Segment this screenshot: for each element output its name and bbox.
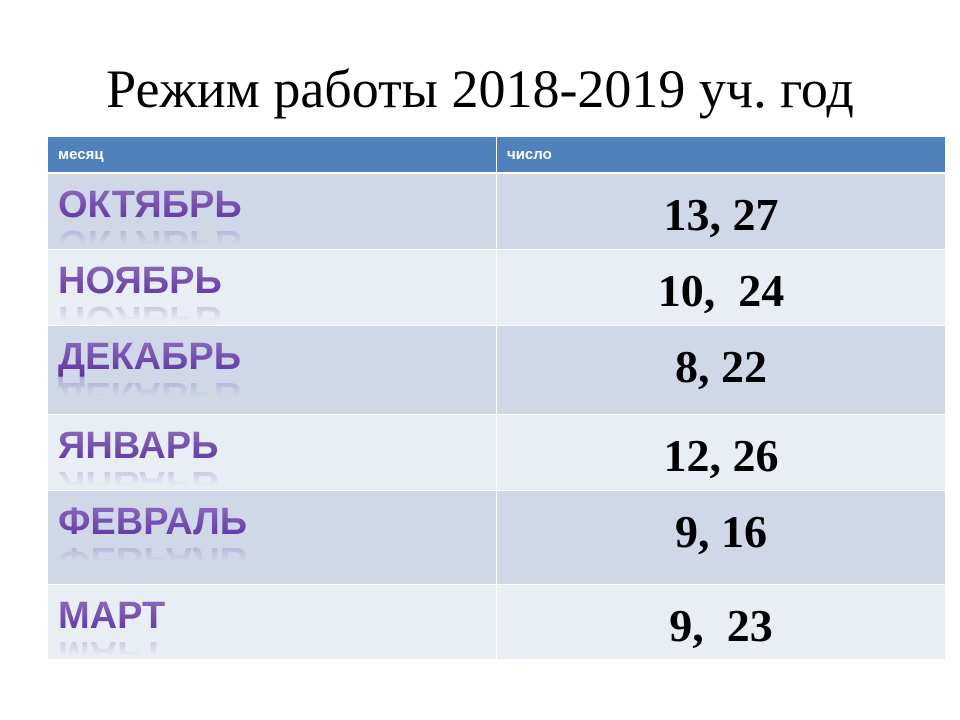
table: месяц число ОКТЯБРЬ 13, 27 НОЯБРЬ 10, 24 ДЕК… xyxy=(48,137,945,660)
month-label: ФЕВРАЛЬ xyxy=(48,491,247,544)
month-cell: НОЯБРЬ xyxy=(48,250,497,325)
month-cell: ФЕВРАЛЬ xyxy=(48,491,497,584)
month-label: НОЯБРЬ xyxy=(48,250,222,303)
month-label: МАРТ xyxy=(48,585,165,638)
month-label: ДЕКАБРЬ xyxy=(48,326,241,379)
dates-cell: 13, 27 xyxy=(663,189,779,240)
header-row: месяц число xyxy=(48,137,945,174)
header-cell: месяц xyxy=(48,137,497,172)
table-row: НОЯБРЬ 10, 24 xyxy=(48,250,945,326)
dates-cell: 8, 22 xyxy=(675,341,767,392)
table-row: ДЕКАБРЬ 8, 22 xyxy=(48,326,945,415)
table-row: ОКТЯБРЬ 13, 27 xyxy=(48,174,945,250)
month-cell: ОКТЯБРЬ xyxy=(48,174,497,249)
month-label: ОКТЯБРЬ xyxy=(48,174,242,227)
dates-cell: 9, 23 xyxy=(669,600,773,651)
header-cell: число xyxy=(507,146,552,163)
slide-title: Режим работы 2018-2019 уч. год xyxy=(106,59,854,119)
table-row: МАРТ 9, 23 xyxy=(48,585,945,660)
table-row: ЯНВАРЬ 12, 26 xyxy=(48,415,945,491)
month-cell: ЯНВАРЬ xyxy=(48,415,497,490)
month-cell: ДЕКАБРЬ xyxy=(48,326,497,414)
dates-cell: 9, 16 xyxy=(675,506,767,557)
dates-cell: 10, 24 xyxy=(657,265,785,316)
dates-cell: 12, 26 xyxy=(663,430,779,481)
table-row: ФЕВРАЛЬ 9, 16 xyxy=(48,491,945,585)
month-cell: МАРТ xyxy=(48,585,497,659)
month-label: ЯНВАРЬ xyxy=(48,415,218,468)
